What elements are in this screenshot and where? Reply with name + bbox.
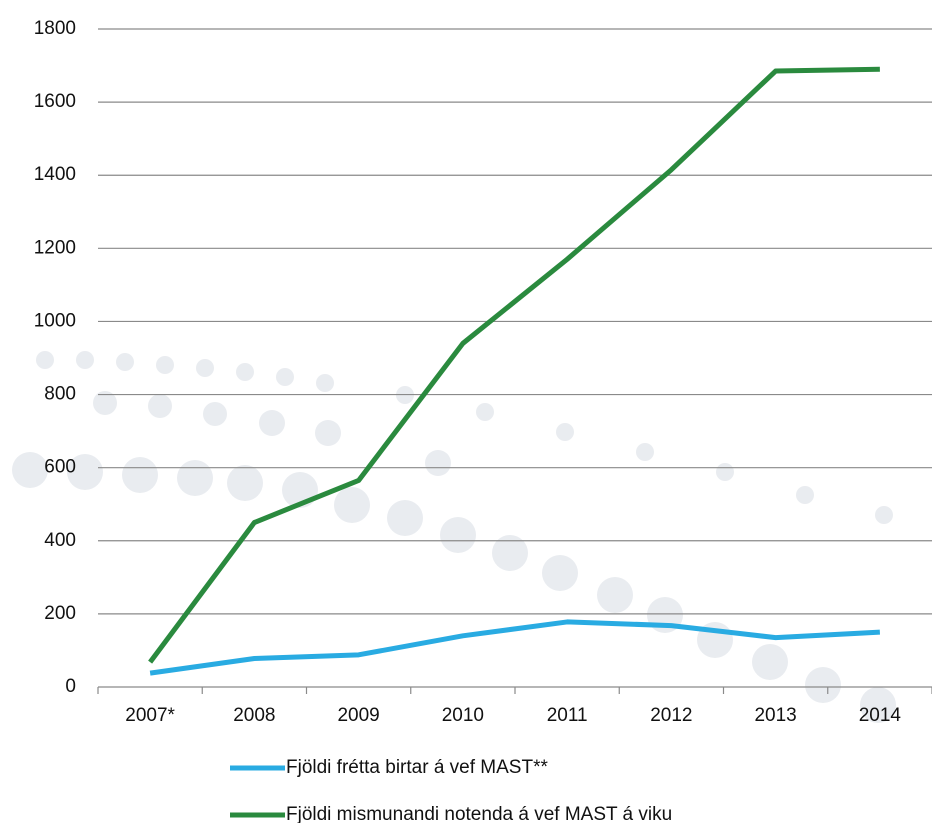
y-tick-label: 1800 [34, 18, 76, 39]
x-tick-label: 2010 [442, 705, 484, 726]
legend-label: Fjöldi frétta birtar á vef MAST** [286, 757, 548, 778]
y-tick-label: 1200 [34, 237, 76, 258]
y-tick-label: 200 [44, 603, 76, 624]
y-tick-label: 1000 [34, 310, 76, 331]
y-tick-label: 400 [44, 530, 76, 551]
y-tick-label: 1400 [34, 164, 76, 185]
series-line [150, 69, 880, 662]
y-tick-label: 800 [44, 384, 76, 405]
y-tick-label: 1600 [34, 91, 76, 112]
y-tick-label: 600 [44, 457, 76, 478]
x-tick-label: 2011 [547, 705, 588, 726]
y-tick-label: 0 [65, 676, 76, 697]
x-tick-label: 2014 [859, 705, 902, 726]
chart: 0 200 400 600 800 1000 1200 1400 1600 1800 2007* 20… [0, 0, 932, 823]
x-tick-label: 2007* [125, 705, 175, 726]
x-tick-label: 2013 [754, 705, 796, 726]
background-dots [12, 351, 896, 723]
x-tick-label: 2008 [233, 705, 275, 726]
legend-label: Fjöldi mismunandi notenda á vef MAST á v… [286, 804, 672, 823]
x-tick-label: 2009 [337, 705, 379, 726]
x-tick-label: 2012 [650, 705, 692, 726]
